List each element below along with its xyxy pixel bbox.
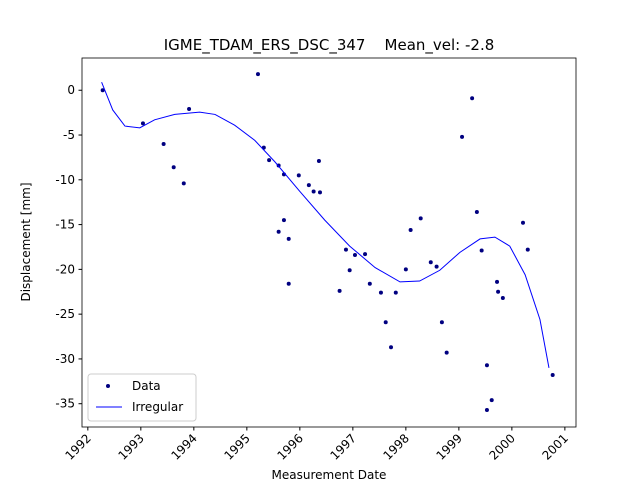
legend-label: Data	[132, 379, 161, 393]
data-point	[181, 181, 186, 186]
data-point	[306, 183, 311, 188]
y-tick-label: -20	[55, 262, 75, 276]
data-point	[479, 248, 484, 253]
legend-label: Irregular	[132, 400, 183, 414]
x-tick-label: 1992	[62, 431, 93, 462]
data-point	[367, 281, 372, 286]
data-point	[316, 158, 321, 163]
data-point	[408, 227, 413, 232]
data-point	[267, 158, 272, 163]
data-point	[281, 218, 286, 223]
x-axis-label: Measurement Date	[272, 468, 387, 480]
data-point	[484, 363, 489, 368]
data-point	[439, 320, 444, 325]
data-point	[474, 210, 479, 215]
legend-box	[87, 373, 197, 422]
data-point	[383, 320, 388, 325]
data-point	[496, 289, 501, 294]
y-tick-label: -30	[55, 352, 75, 366]
y-tick-label: -35	[55, 397, 75, 411]
x-tick-label: 2001	[539, 431, 570, 462]
data-point	[460, 134, 465, 139]
data-point	[389, 345, 394, 350]
data-point	[161, 141, 166, 146]
data-point	[403, 267, 408, 272]
data-point	[444, 350, 449, 355]
data-point	[352, 253, 357, 258]
y-tick-label: -15	[55, 218, 75, 232]
y-tick-label: 0	[67, 83, 75, 97]
data-point	[434, 264, 439, 269]
data-point	[187, 107, 192, 112]
data-point	[418, 216, 423, 221]
data-point	[343, 247, 348, 252]
data-point	[286, 281, 291, 286]
x-tick-label: 1994	[168, 431, 199, 462]
data-point	[255, 72, 260, 77]
data-point	[337, 288, 342, 293]
data-point	[311, 189, 316, 194]
data-point	[428, 260, 433, 265]
data-point	[525, 247, 530, 252]
data-point	[100, 88, 105, 93]
data-point	[317, 190, 322, 195]
y-tick-label: -5	[63, 128, 75, 142]
x-tick-label: 1997	[327, 431, 358, 462]
data-point	[363, 252, 368, 257]
data-point	[500, 296, 505, 301]
y-axis-label: Displacement [mm]	[19, 182, 33, 301]
data-point	[140, 121, 145, 126]
data-point	[171, 165, 176, 170]
data-point	[378, 290, 383, 295]
x-tick-label: 1995	[221, 431, 252, 462]
data-point	[276, 229, 281, 234]
x-tick-label: 1998	[380, 431, 411, 462]
data-point	[484, 407, 489, 412]
fit-line	[101, 81, 550, 368]
data-point	[520, 220, 525, 225]
data-point	[489, 398, 494, 403]
data-point	[393, 290, 398, 295]
data-point	[470, 96, 475, 101]
legend-marker	[106, 384, 110, 388]
data-point	[495, 279, 500, 284]
chart-title: IGME_TDAM_ERS_DSC_347 Mean_vel: -2.8	[164, 36, 495, 55]
x-tick-label: 2000	[486, 431, 517, 462]
x-tick-label: 1999	[433, 431, 464, 462]
data-point	[347, 268, 352, 273]
plot-area	[81, 57, 577, 428]
x-tick-label: 1996	[274, 431, 305, 462]
y-tick-label: -25	[55, 307, 75, 321]
y-tick-label: -10	[55, 173, 75, 187]
data-point	[286, 236, 291, 241]
data-point	[296, 173, 301, 178]
x-tick-label: 1993	[115, 431, 146, 462]
data-point	[550, 373, 555, 378]
